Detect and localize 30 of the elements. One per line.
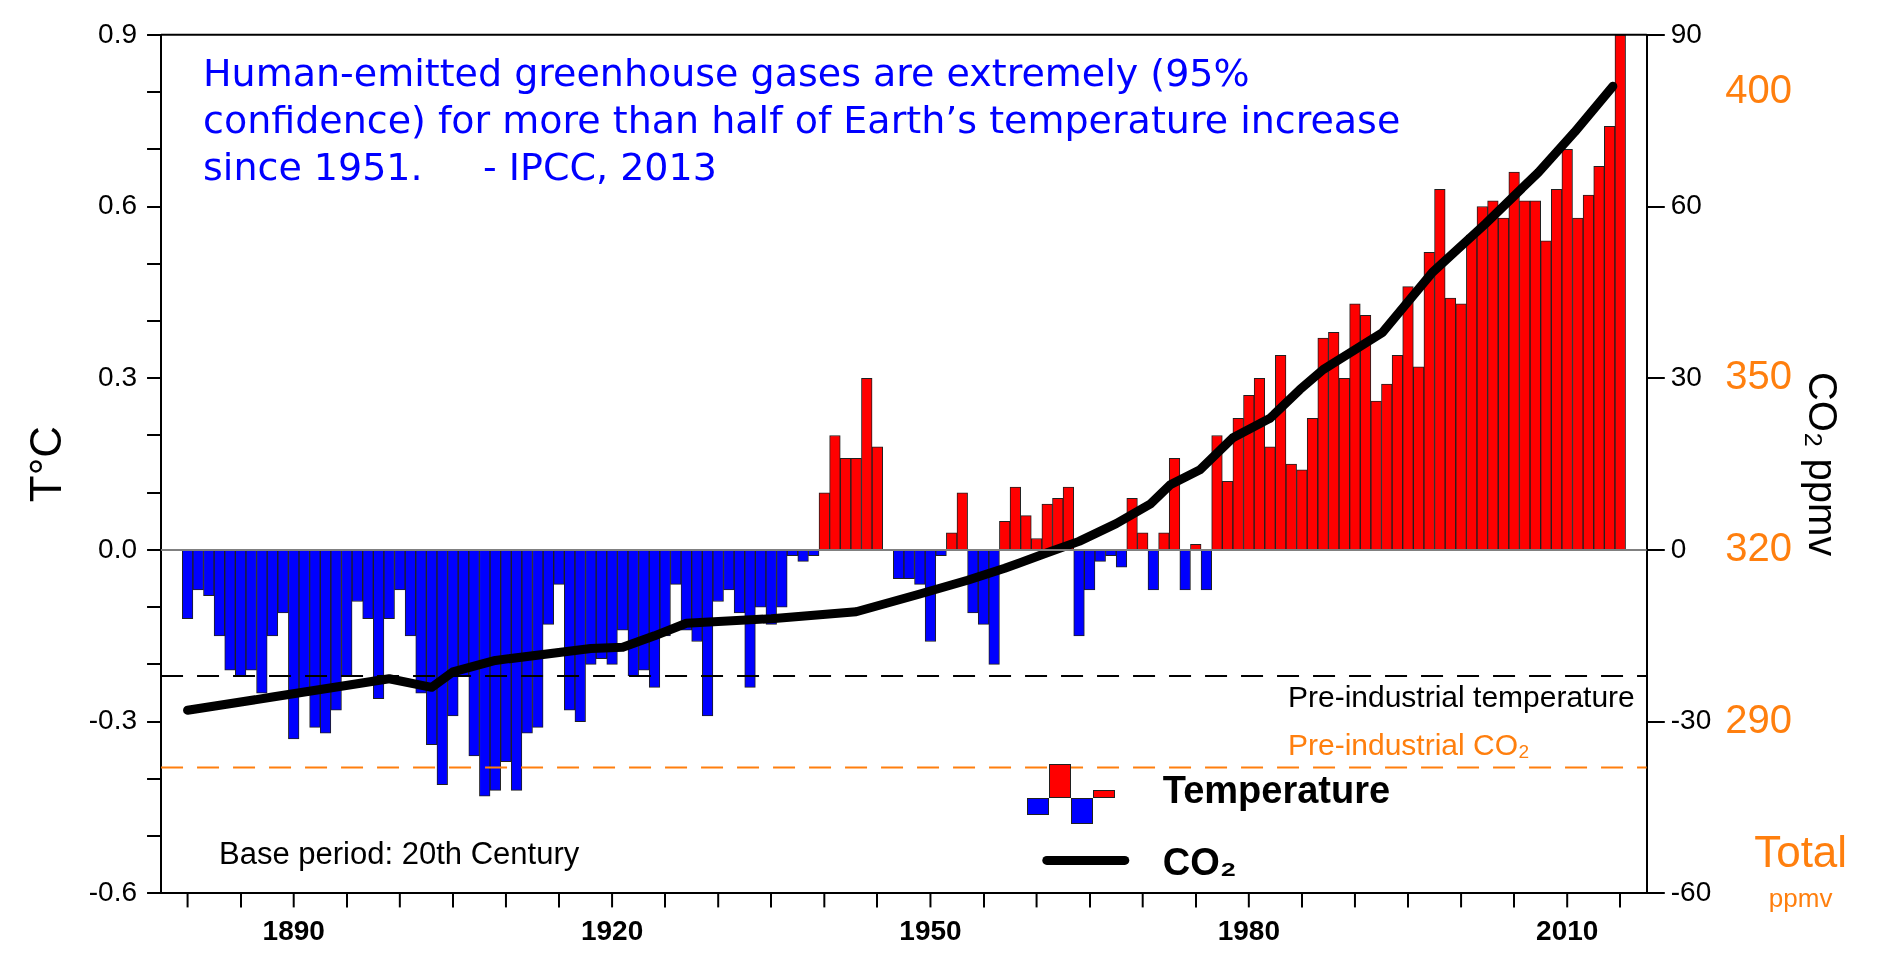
y2-tick-label: 30	[1670, 360, 1702, 392]
x-tick-label: 2010	[1536, 914, 1599, 946]
y3-tick-label: 320	[1725, 524, 1793, 569]
y2-tick-label: -30	[1670, 704, 1712, 736]
x-tick-label: 1890	[262, 914, 325, 946]
y2-tick-label: -60	[1670, 876, 1712, 908]
legend-label: CO₂	[1162, 840, 1237, 883]
ref-line-label: Pre-industrial temperature	[1287, 680, 1635, 714]
y3-axis-title: Total ppmv	[1754, 827, 1848, 914]
y-tick-label: -0.3	[88, 704, 138, 736]
x-tick-label: 1980	[1217, 914, 1280, 946]
y-tick-label: 0.9	[98, 17, 138, 49]
y-tick-label: 0.0	[98, 532, 138, 564]
ref-line-label: Pre-industrial CO₂	[1287, 727, 1530, 761]
y-axis-title: T°C	[20, 425, 70, 503]
annotation: Base period: 20th Century	[219, 836, 580, 872]
y-tick-label: 0.3	[98, 360, 138, 392]
y3-tick-label: 290	[1725, 696, 1793, 741]
y2-tick-label: 90	[1670, 17, 1702, 49]
x-tick-label: 1920	[580, 914, 644, 946]
y3-tick-label: 400	[1725, 67, 1793, 112]
y-tick-label: 0.6	[98, 189, 138, 221]
y-tick-label: -0.6	[88, 876, 138, 908]
legend-label: Temperature	[1162, 768, 1391, 811]
x-tick-label: 1950	[899, 914, 962, 946]
y2-tick-label: 0	[1670, 532, 1687, 564]
y3-tick-label: 350	[1725, 353, 1793, 398]
annotation: Human-emitted greenhouse gases are extremely (95% confidence) for more than half of Earth’s temperature increase since 1951. - IPCC, 2013	[203, 50, 1401, 189]
y2-tick-label: 60	[1670, 189, 1702, 221]
y2-axis-title: CO₂ ppmv	[1800, 371, 1845, 557]
